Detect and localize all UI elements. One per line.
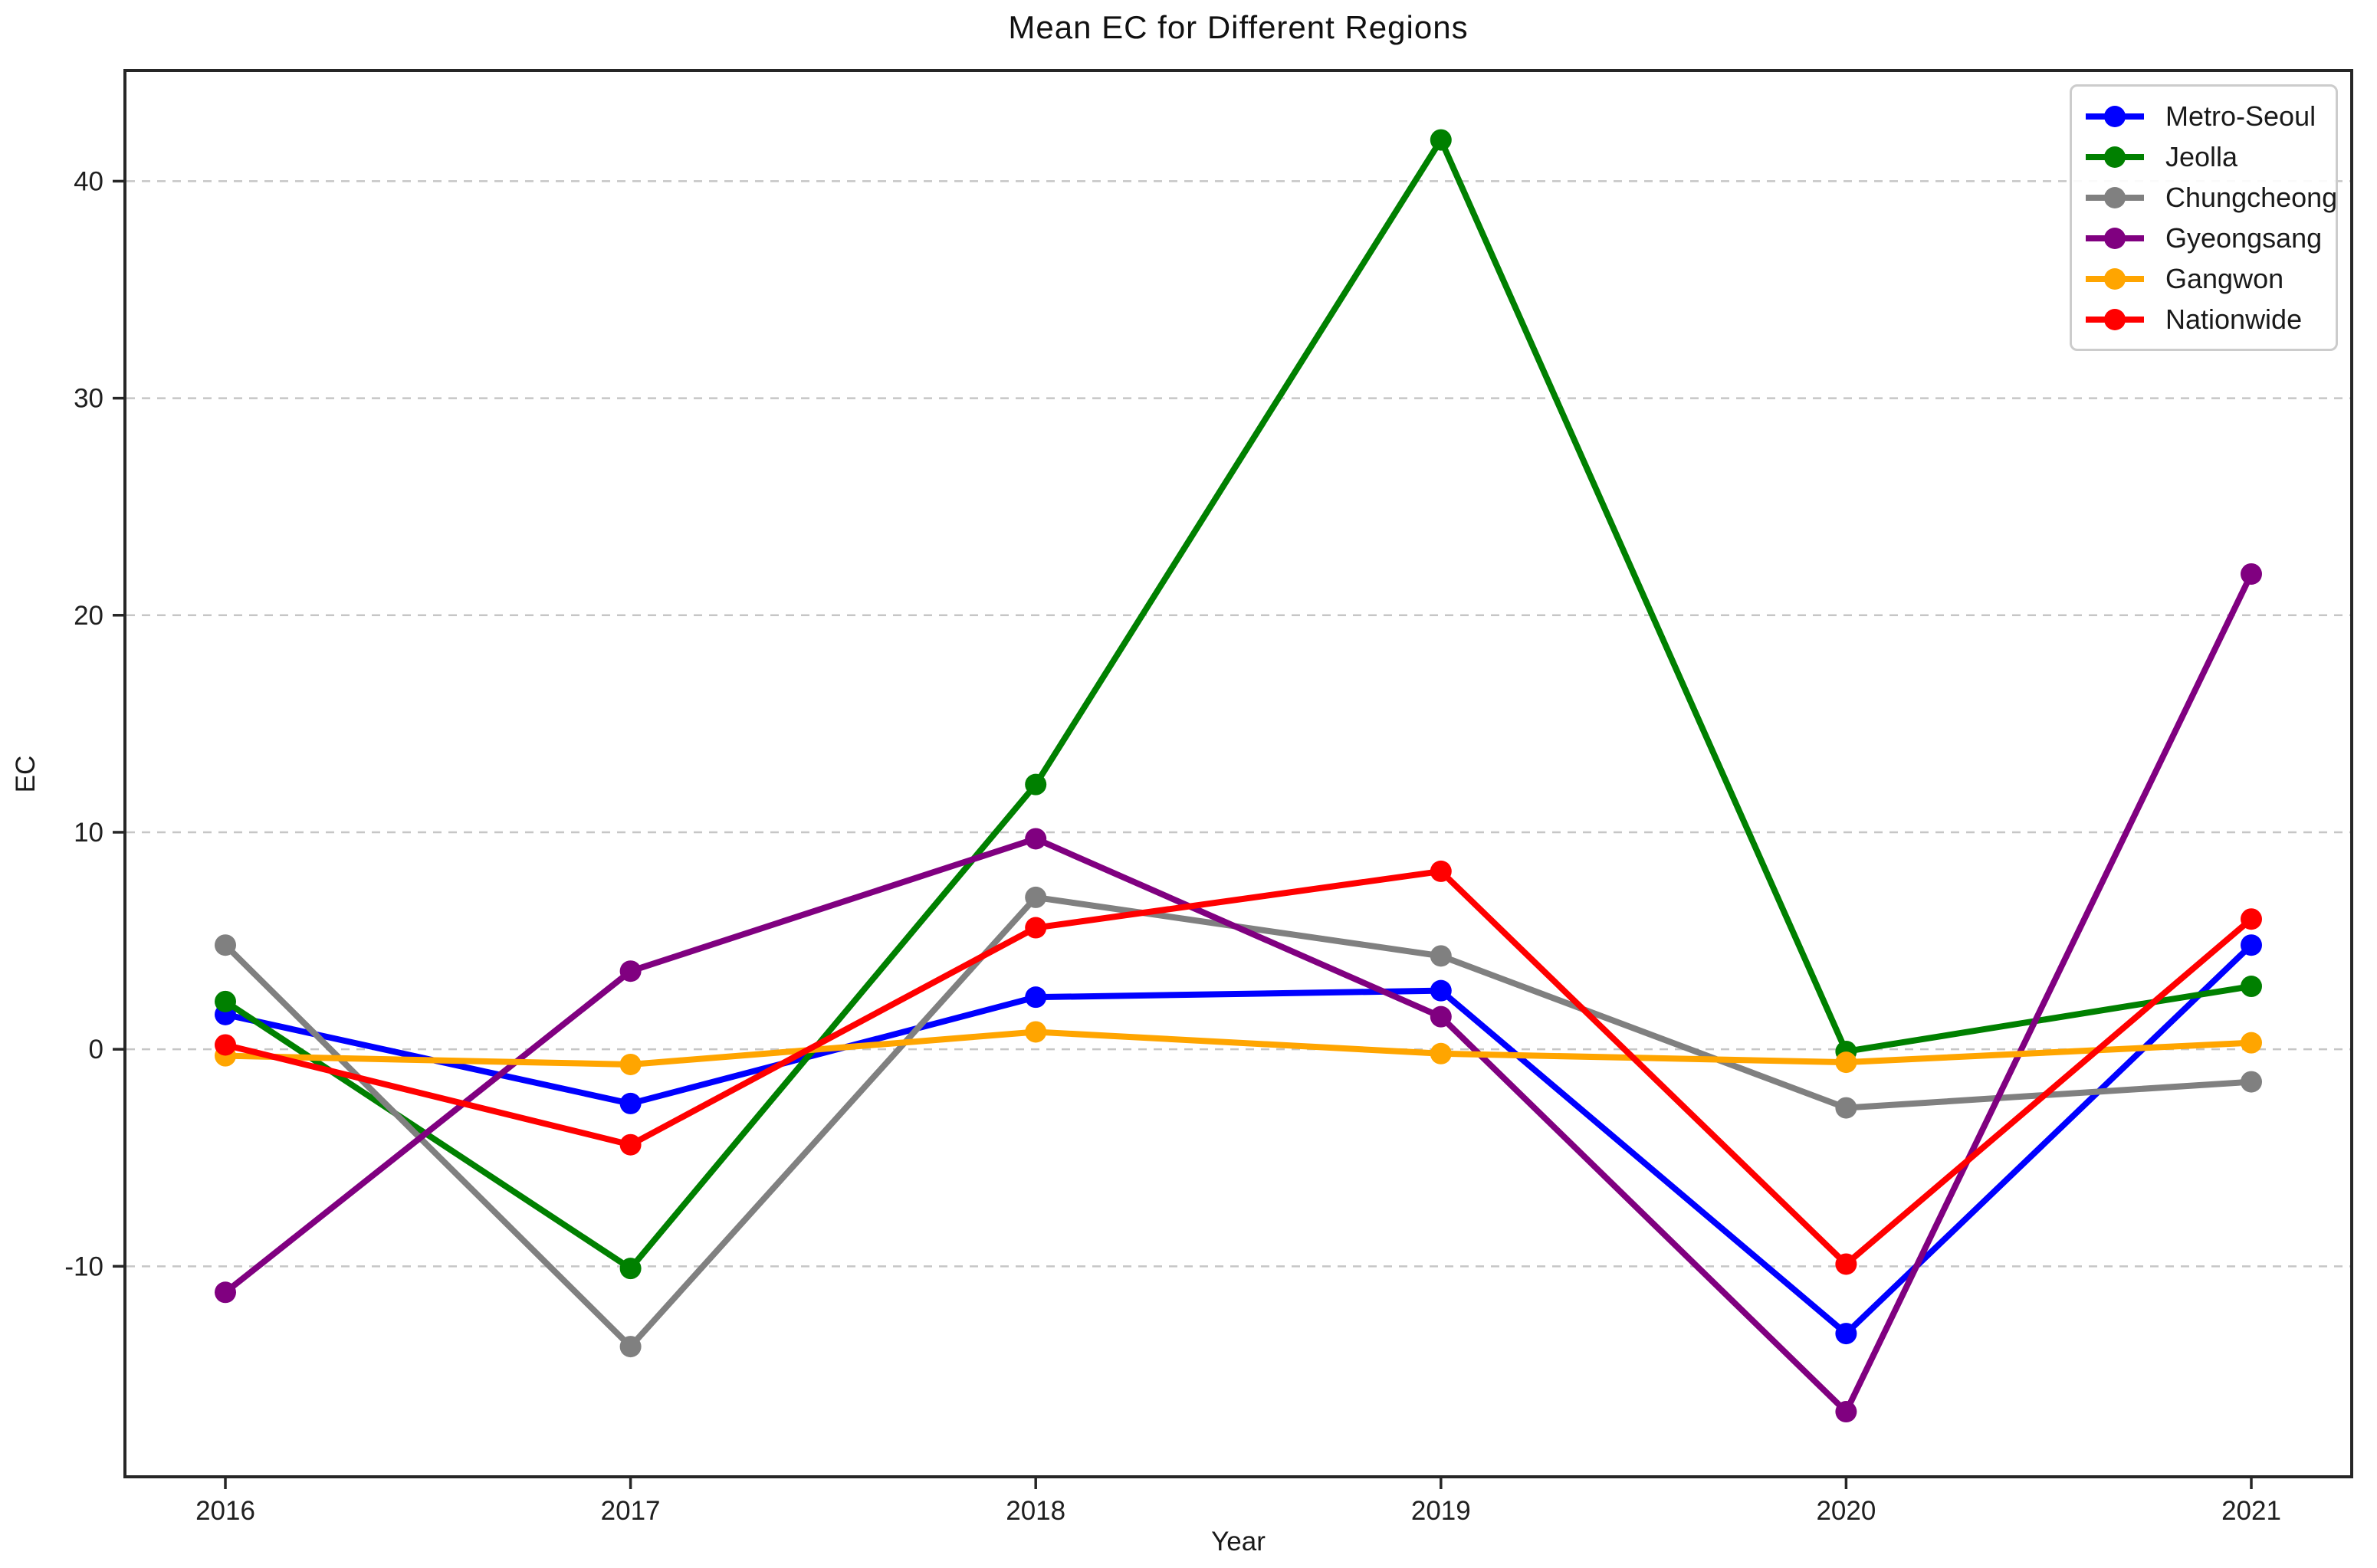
x-tick-label: 2020 [1816, 1496, 1876, 1526]
legend: Metro-Seoul Jeolla Chungcheong Gyeongsang Ga… [2070, 84, 2338, 351]
legend-sample-metro-seoul-icon [2086, 105, 2144, 127]
legend-item-jeolla: Jeolla [2083, 136, 2323, 177]
x-tick-label: 2017 [601, 1496, 661, 1526]
y-tick-label: 0 [89, 1035, 103, 1064]
data-point-nationwide [1835, 1253, 1857, 1275]
y-tick-label: -10 [64, 1251, 103, 1281]
series-line-metro-seoul [222, 942, 2254, 1337]
x-tick-label: 2018 [1006, 1496, 1065, 1526]
data-point-nationwide [2241, 908, 2262, 930]
data-point-jeolla [215, 990, 236, 1012]
data-point-metro-seoul [1835, 1323, 1857, 1345]
data-point-chungcheong [1835, 1097, 1857, 1119]
data-point-gangwon [1430, 1042, 1452, 1064]
y-tick-label: 30 [74, 384, 103, 414]
data-point-gyeongsang [1835, 1401, 1857, 1423]
x-tick-label: 2016 [195, 1496, 255, 1526]
legend-sample-gangwon-icon [2086, 267, 2144, 290]
data-point-gyeongsang [1025, 828, 1047, 850]
legend-item-label: Gyeongsang [2165, 221, 2323, 254]
data-point-gangwon [1025, 1021, 1047, 1043]
data-point-gangwon [1835, 1051, 1857, 1074]
data-point-nationwide [1025, 917, 1047, 939]
data-point-chungcheong [215, 934, 236, 956]
legend-item-chungcheong: Chungcheong [2083, 177, 2337, 218]
data-point-metro-seoul [2241, 934, 2262, 956]
data-point-chungcheong [2241, 1071, 2262, 1093]
legend-sample-nationwide-icon [2086, 308, 2144, 330]
data-point-gangwon [619, 1053, 642, 1075]
legend-sample-jeolla-icon [2086, 146, 2144, 168]
data-point-metro-seoul [1430, 979, 1452, 1002]
data-point-chungcheong [1430, 945, 1452, 967]
chart-title: Mean EC for Different Regions [1008, 9, 1469, 45]
legend-item-metro-seoul: Metro-Seoul [2083, 96, 2323, 136]
data-point-jeolla [1025, 773, 1047, 795]
series-line-jeolla [222, 136, 2254, 1272]
x-tick-label: 2021 [2221, 1496, 2281, 1526]
data-point-nationwide [215, 1034, 236, 1056]
data-point-gyeongsang [215, 1281, 236, 1304]
legend-item-nationwide: Nationwide [2083, 299, 2323, 340]
legend-sample-gyeongsang-icon [2086, 227, 2144, 249]
data-point-jeolla [619, 1258, 642, 1280]
legend-item-label: Jeolla [2165, 140, 2238, 172]
x-tick-label: 2019 [1411, 1496, 1471, 1526]
legend-item-label: Nationwide [2165, 303, 2303, 335]
data-point-gyeongsang [619, 960, 642, 982]
legend-sample-chungcheong-icon [2086, 186, 2144, 208]
data-point-metro-seoul [1025, 986, 1047, 1009]
series-line-gyeongsang [222, 570, 2254, 1415]
y-tick-label: 20 [74, 601, 103, 631]
data-point-jeolla [1430, 129, 1452, 151]
legend-item-label: Chungcheong [2165, 181, 2338, 213]
data-point-metro-seoul [619, 1092, 642, 1114]
y-tick-label: 10 [74, 818, 103, 848]
series-line-gangwon [222, 1028, 2254, 1068]
series-line-nationwide [222, 868, 2254, 1268]
legend-item-label: Gangwon [2165, 262, 2284, 294]
y-tick-label: 40 [74, 166, 103, 196]
legend-item-gyeongsang: Gyeongsang [2083, 218, 2323, 258]
x-axis-label: Year [1211, 1527, 1266, 1557]
legend-item-gangwon: Gangwon [2083, 258, 2323, 299]
axes-spines [123, 69, 2353, 1478]
legend-item-label: Metro-Seoul [2165, 100, 2316, 132]
data-point-chungcheong [619, 1336, 642, 1358]
data-point-gyeongsang [1430, 1005, 1452, 1028]
data-point-gangwon [2241, 1032, 2262, 1054]
data-point-nationwide [1430, 860, 1452, 882]
data-point-gyeongsang [2241, 563, 2262, 585]
data-point-nationwide [619, 1133, 642, 1156]
data-point-chungcheong [1025, 886, 1047, 908]
data-point-jeolla [2241, 976, 2262, 998]
